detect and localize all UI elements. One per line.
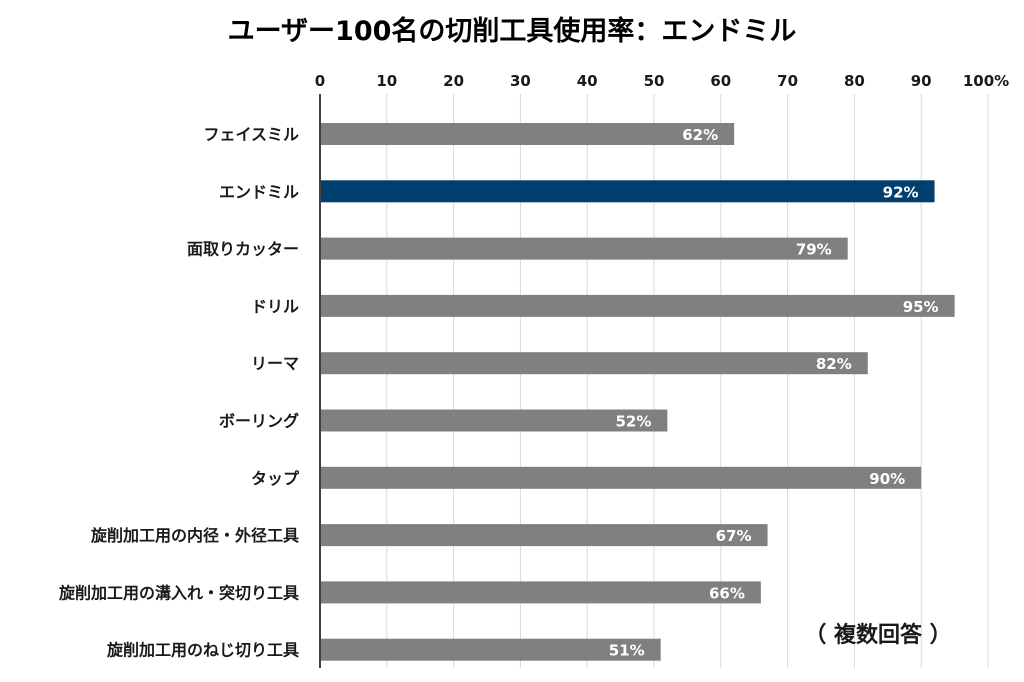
data-label: 90% xyxy=(869,470,905,488)
x-tick-label: 20 xyxy=(443,72,464,90)
x-tick-label: 50 xyxy=(644,72,665,90)
category-label: タップ xyxy=(251,469,300,488)
category-label: ドリル xyxy=(251,297,299,316)
data-label: 95% xyxy=(903,298,939,316)
x-tick-label: 10 xyxy=(376,72,397,90)
category-label: エンドミル xyxy=(219,182,299,201)
data-label: 52% xyxy=(615,413,651,431)
category-label: 面取りカッター xyxy=(187,240,299,259)
x-tick-label: 60 xyxy=(710,72,731,90)
x-tick-label: 80 xyxy=(844,72,865,90)
multiple-answer-note: （ 複数回答 ） xyxy=(804,622,951,648)
bar xyxy=(320,466,922,489)
data-label: 51% xyxy=(609,642,645,660)
bar xyxy=(320,409,668,432)
x-tick-label: 40 xyxy=(577,72,598,90)
x-tick-label: 100% xyxy=(963,72,1009,90)
category-label: ボーリング xyxy=(219,412,299,431)
bar xyxy=(320,123,735,145)
data-label: 62% xyxy=(682,126,718,144)
chart-title: ユーザー100名の切削工具使用率：エンドミル xyxy=(228,15,797,47)
x-tick-label: 30 xyxy=(510,72,531,90)
data-label: 92% xyxy=(883,183,919,201)
bar xyxy=(320,294,955,317)
x-axis-ticks: 0 10 20 30 40 50 60 70 80 90 100% xyxy=(315,72,1009,90)
bar xyxy=(320,237,848,260)
bar xyxy=(320,352,868,375)
data-label: 66% xyxy=(709,584,745,602)
bar xyxy=(320,180,935,203)
data-label: 67% xyxy=(716,527,752,545)
data-labels: 62% 92% 79% 95% 82% 52% 90% 67% 66% 51% xyxy=(609,126,939,660)
bar xyxy=(320,524,768,547)
category-label: フェイスミル xyxy=(203,125,299,144)
x-tick-label: 90 xyxy=(911,72,932,90)
category-label: リーマ xyxy=(251,354,299,373)
category-labels: フェイスミルエンドミル面取りカッタードリルリーマボーリングタップ旋削加工用の内径… xyxy=(58,125,300,660)
data-label: 79% xyxy=(796,241,832,259)
bar xyxy=(320,638,661,661)
bars xyxy=(320,123,955,661)
x-tick-label: 70 xyxy=(777,72,798,90)
category-label: 旋削加工用の内径・外径工具 xyxy=(90,526,299,545)
data-label: 82% xyxy=(816,355,852,373)
category-label: 旋削加工用のねじ切り工具 xyxy=(106,641,299,660)
x-tick-label: 0 xyxy=(315,72,325,90)
category-label: 旋削加工用の溝入れ・突切り工具 xyxy=(58,583,299,602)
bar xyxy=(320,581,761,604)
